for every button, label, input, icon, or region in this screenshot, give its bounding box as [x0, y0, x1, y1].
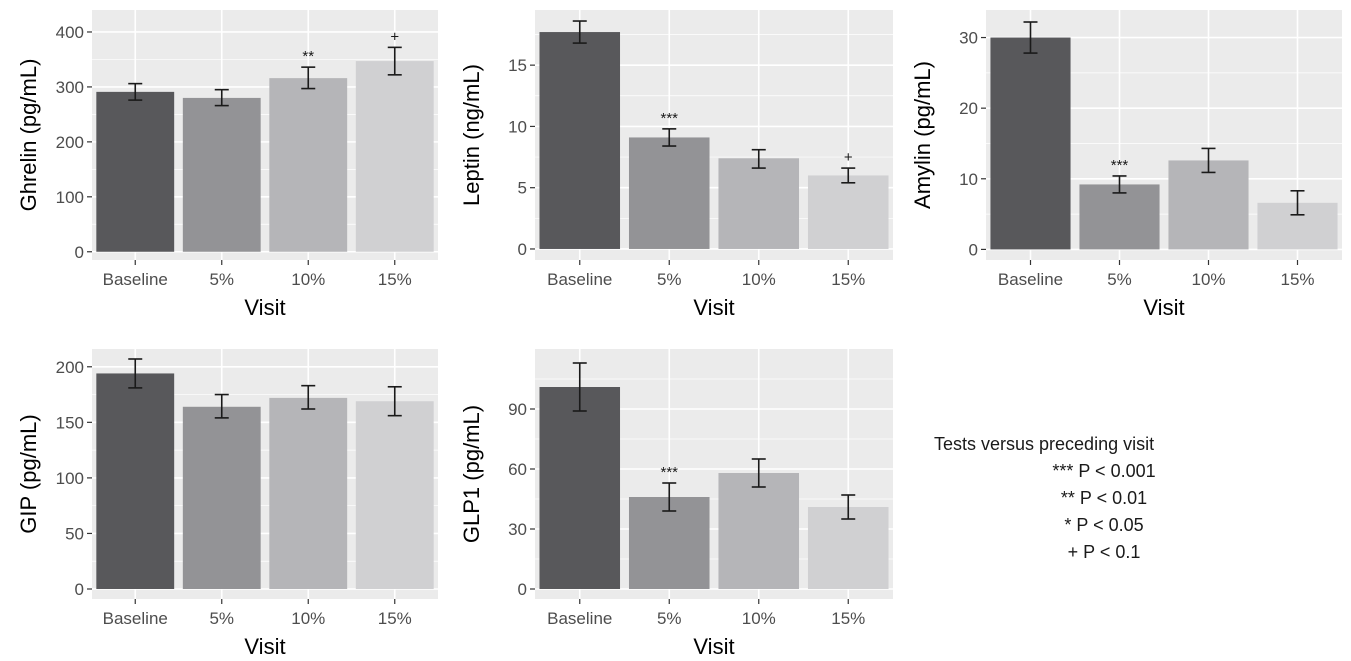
y-tick-label: 60: [508, 460, 527, 479]
significance-mark: **: [302, 48, 314, 65]
y-tick-label: 15: [508, 56, 527, 75]
bar-3: [807, 507, 889, 589]
bar-2: [269, 78, 348, 252]
y-tick-label: 20: [959, 99, 978, 118]
y-axis-title: GLP1 (pg/mL): [459, 405, 484, 543]
bar-3: [355, 61, 434, 252]
y-tick-label: 90: [508, 400, 527, 419]
bar-1: [182, 406, 261, 589]
bar-2: [269, 397, 348, 589]
chart-panel-3: 0 50 100 150 200 Baseline 5% 10% 15% Visit GIP (pg…: [16, 349, 438, 659]
x-tick-label: 10%: [742, 609, 776, 628]
bar-2: [1168, 160, 1249, 250]
legend-line-p001: *** P < 0.001: [1052, 461, 1156, 481]
x-axis-title: Visit: [244, 295, 285, 320]
y-tick-label: 100: [56, 188, 84, 207]
x-tick-label: 5%: [209, 609, 234, 628]
y-axis-title: Leptin (ng/mL): [459, 64, 484, 206]
x-axis-title: Visit: [693, 634, 734, 659]
y-tick-label: 5: [518, 179, 527, 198]
x-tick-label: 15%: [378, 609, 412, 628]
y-axis-title: Amylin (pg/mL): [910, 61, 935, 209]
bar-2: [718, 158, 800, 249]
x-tick-label: 15%: [831, 609, 865, 628]
y-tick-label: 0: [969, 240, 978, 259]
x-tick-label: 15%: [831, 270, 865, 289]
x-tick-label: 5%: [657, 609, 682, 628]
x-tick-label: Baseline: [998, 270, 1063, 289]
y-tick-label: 300: [56, 78, 84, 97]
y-tick-label: 10: [508, 117, 527, 136]
chart-panel-2: 0 10 20 30 Baseline *** 5% 10% 15% Visit Amylin (p…: [910, 10, 1342, 320]
x-tick-label: 10%: [1191, 270, 1225, 289]
chart-panel-4: 0 30 60 90 Baseline *** 5% 10% 15% Visit GLP1 (pg/…: [459, 349, 893, 659]
y-tick-label: 400: [56, 23, 84, 42]
x-tick-label: 5%: [209, 270, 234, 289]
bar-0: [96, 91, 175, 252]
y-tick-label: 50: [65, 524, 84, 543]
bar-1: [628, 137, 710, 249]
significance-mark: +: [844, 149, 853, 166]
y-tick-label: 0: [75, 580, 84, 599]
legend-line-p1: + P < 0.1: [1067, 542, 1141, 562]
x-tick-label: Baseline: [103, 609, 168, 628]
y-tick-label: 150: [56, 413, 84, 432]
y-axis-title: GIP (pg/mL): [16, 414, 41, 533]
y-tick-label: 30: [508, 520, 527, 539]
x-tick-label: Baseline: [103, 270, 168, 289]
y-tick-label: 200: [56, 358, 84, 377]
bar-0: [539, 387, 621, 589]
bar-3: [355, 401, 434, 589]
bar-1: [1079, 184, 1160, 250]
x-tick-label: 5%: [1107, 270, 1132, 289]
bar-2: [718, 473, 800, 589]
x-tick-label: 10%: [291, 609, 325, 628]
y-tick-label: 0: [518, 240, 527, 259]
bar-1: [182, 97, 261, 252]
bar-0: [539, 32, 621, 249]
x-tick-label: Baseline: [547, 270, 612, 289]
x-tick-label: 15%: [378, 270, 412, 289]
y-tick-label: 10: [959, 170, 978, 189]
y-tick-label: 30: [959, 29, 978, 48]
x-tick-label: 5%: [657, 270, 682, 289]
y-tick-label: 100: [56, 469, 84, 488]
x-axis-title: Visit: [244, 634, 285, 659]
chart-panel-0: 0 100 200 300 400 Baseline 5% ** 10% +15% Visit Ghr…: [16, 10, 438, 320]
significance-mark: ***: [660, 464, 678, 481]
significance-legend: Tests versus preceding visit *** P < 0.0…: [934, 434, 1194, 569]
y-tick-label: 0: [518, 580, 527, 599]
x-axis-title: Visit: [1143, 295, 1184, 320]
chart-panel-1: 0 5 10 15 Baseline *** 5% 10% +15% Visit Leptin (n…: [459, 10, 893, 320]
bar-3: [807, 175, 889, 249]
y-axis-title: Ghrelin (pg/mL): [16, 59, 41, 212]
bar-1: [628, 497, 710, 589]
x-tick-label: 10%: [291, 270, 325, 289]
x-axis-title: Visit: [693, 295, 734, 320]
legend-title: Tests versus preceding visit: [934, 434, 1155, 454]
x-tick-label: 15%: [1280, 270, 1314, 289]
legend-line-p01: ** P < 0.01: [1060, 488, 1148, 508]
y-tick-label: 0: [75, 243, 84, 262]
significance-mark: +: [390, 28, 399, 45]
bar-0: [990, 37, 1071, 250]
x-tick-label: 10%: [742, 270, 776, 289]
significance-mark: ***: [660, 110, 678, 127]
legend-line-p05: * P < 0.05: [1064, 515, 1144, 535]
significance-mark: ***: [1111, 157, 1129, 174]
y-tick-label: 200: [56, 133, 84, 152]
bar-0: [96, 373, 175, 589]
x-tick-label: Baseline: [547, 609, 612, 628]
